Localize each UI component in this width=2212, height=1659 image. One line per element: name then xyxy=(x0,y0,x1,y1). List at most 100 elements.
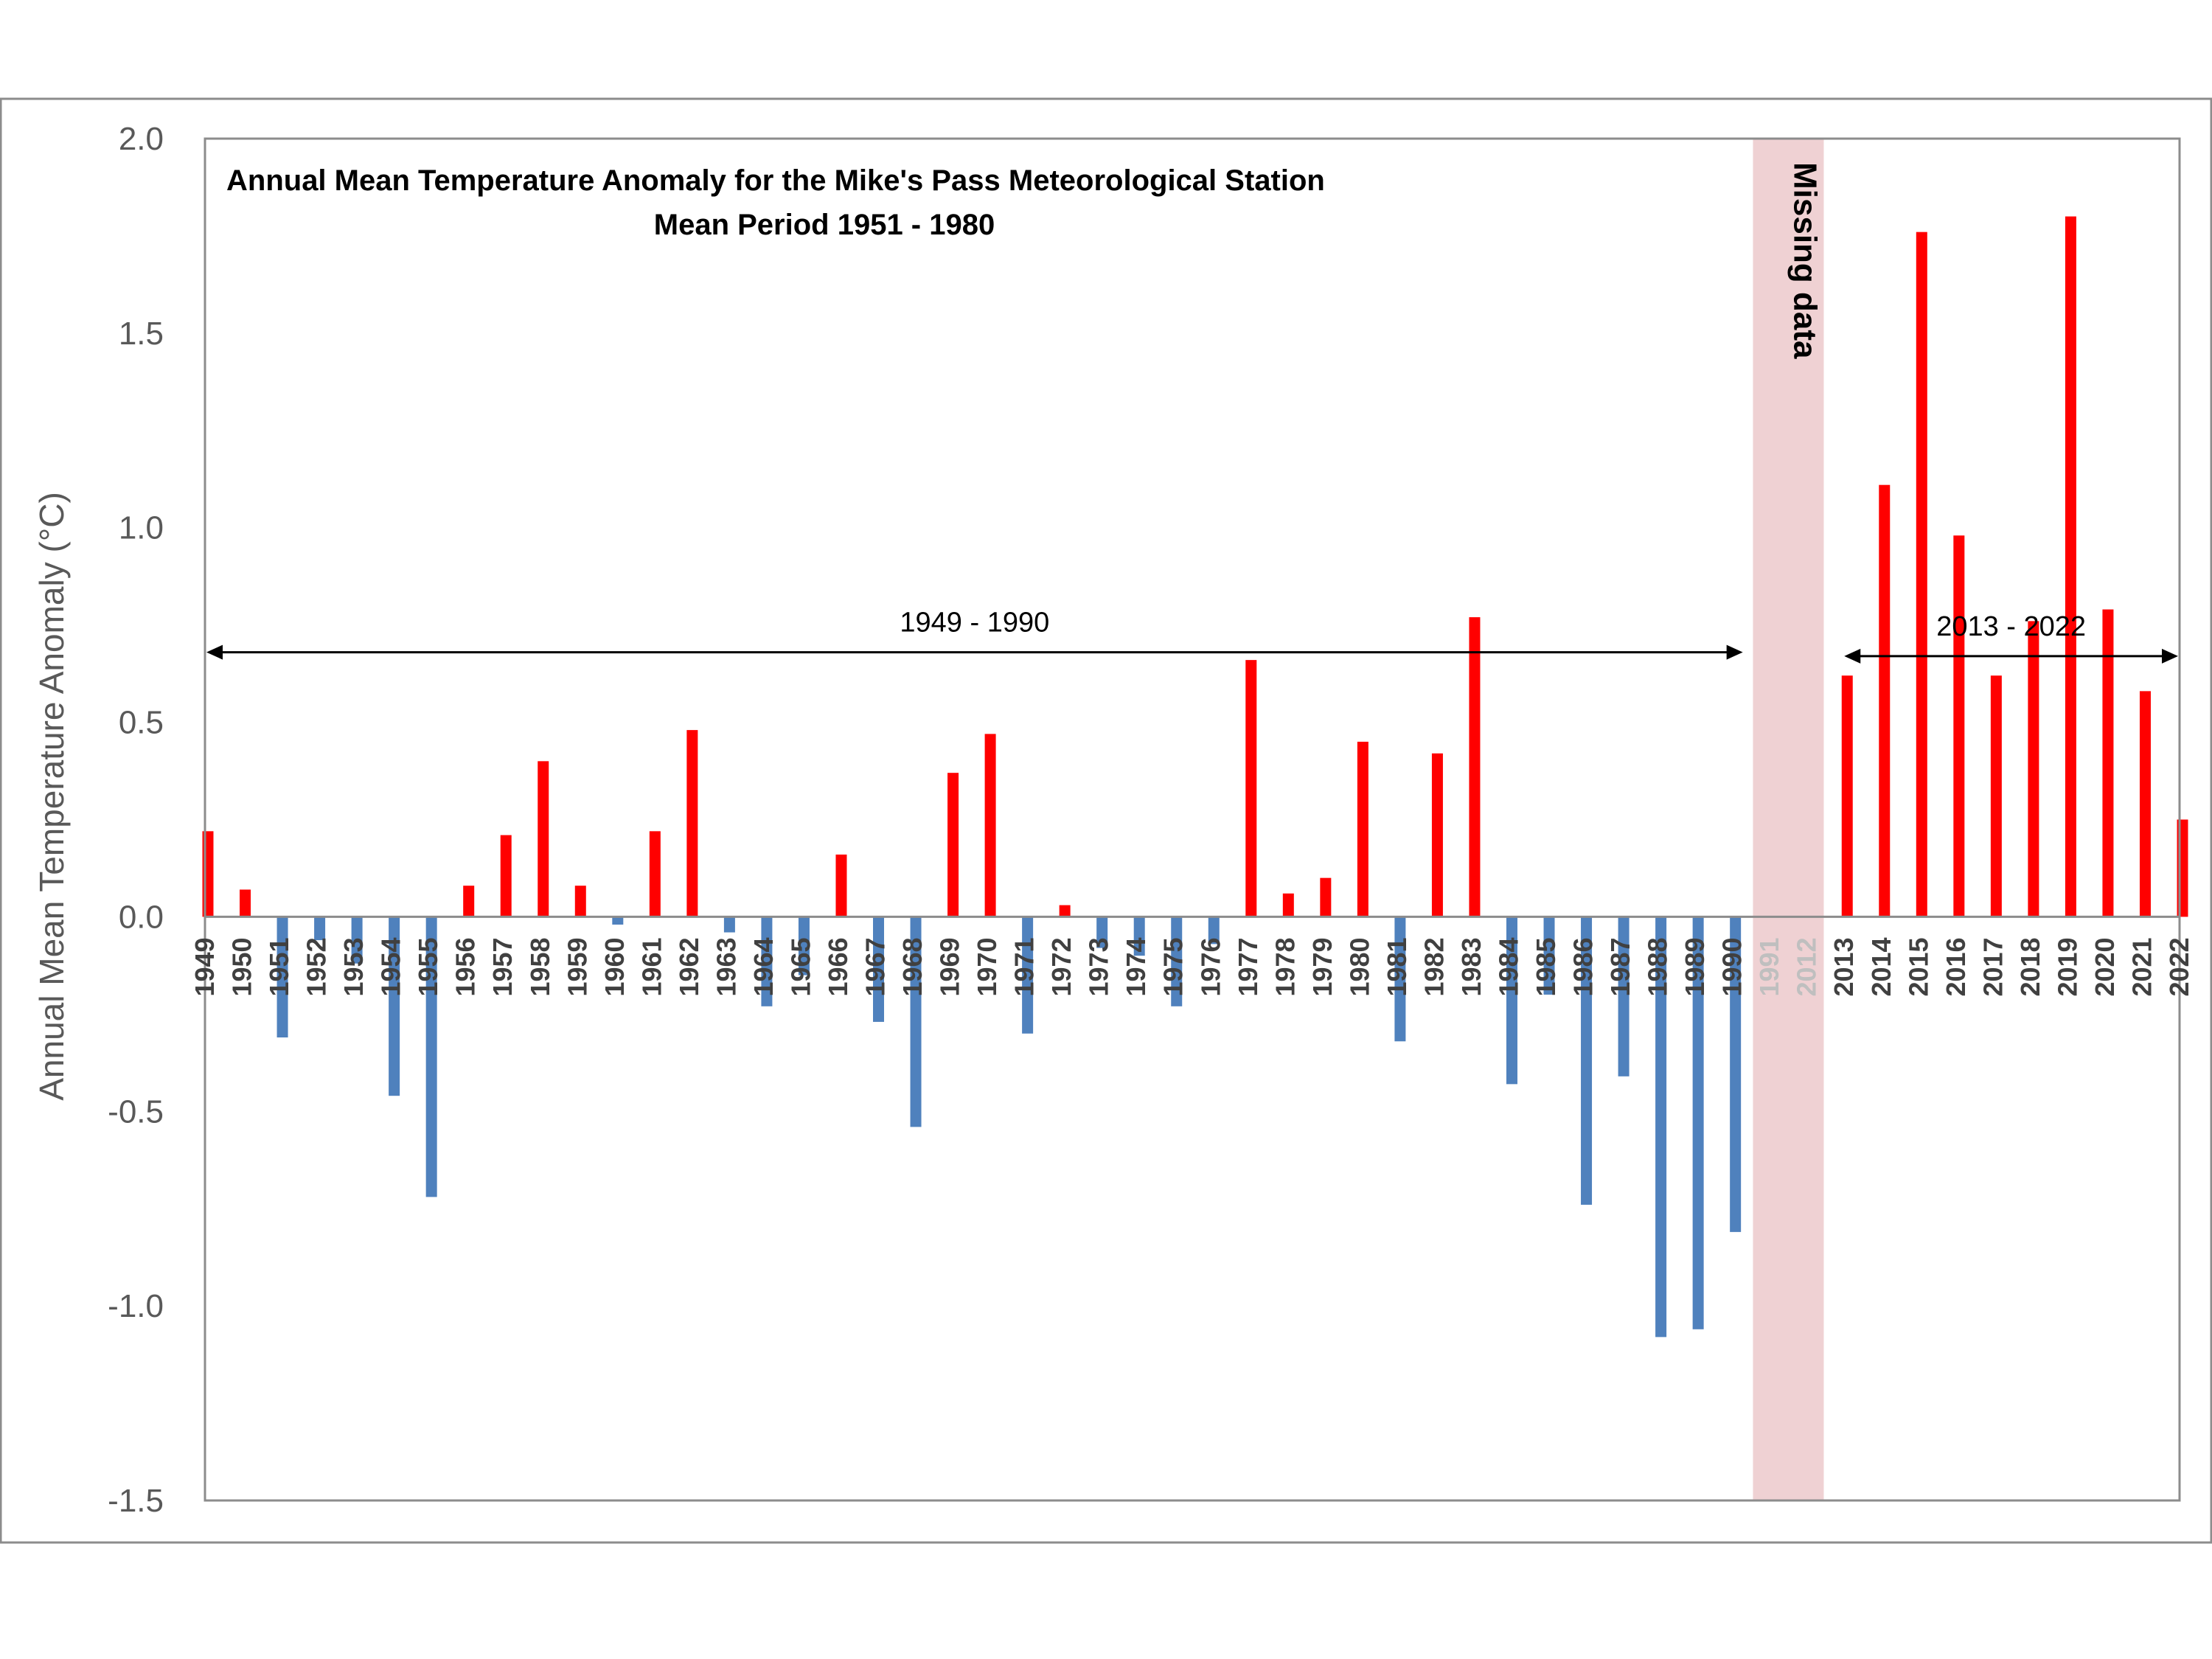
bar-1977 xyxy=(1245,660,1257,917)
bar-1964 xyxy=(761,917,773,1006)
bar-2015 xyxy=(1916,232,1927,917)
bar-1974 xyxy=(1133,917,1145,956)
x-category-label: 1953 xyxy=(338,937,369,996)
bar-1963 xyxy=(723,917,735,933)
x-category-label: 2015 xyxy=(1903,937,1933,996)
x-category-label: 1972 xyxy=(1046,937,1077,996)
bar-1984 xyxy=(1506,917,1517,1085)
x-category-label: 1952 xyxy=(302,937,332,996)
y-tick-label: -1.0 xyxy=(108,1288,164,1324)
bar-1968 xyxy=(910,917,922,1127)
x-category-label: 2013 xyxy=(1829,937,1859,996)
annotation-arrowhead-left xyxy=(206,644,223,660)
x-category-label: 1967 xyxy=(860,937,891,996)
x-category-label: 1984 xyxy=(1493,937,1523,996)
x-category-label: 1989 xyxy=(1680,937,1710,996)
x-category-label: 1949 xyxy=(189,937,220,996)
bar-1952 xyxy=(314,917,326,941)
bar-2014 xyxy=(1879,484,1891,917)
bar-1967 xyxy=(873,917,885,1022)
x-category-label: 1960 xyxy=(599,937,630,996)
x-category-label: 1979 xyxy=(1307,937,1338,996)
x-category-label: 1987 xyxy=(1605,937,1635,996)
x-category-label: 1966 xyxy=(823,937,853,996)
bar-1956 xyxy=(463,886,475,917)
x-category-label: 1964 xyxy=(748,937,779,996)
bar-1951 xyxy=(276,917,288,1038)
x-category-label: 1958 xyxy=(525,937,555,996)
bar-1961 xyxy=(649,831,661,917)
bar-2021 xyxy=(2139,691,2151,917)
bar-1982 xyxy=(1431,753,1443,917)
x-category-label: 1956 xyxy=(451,937,481,996)
annotation-arrowhead-right xyxy=(1726,644,1743,660)
x-category-label: 1961 xyxy=(636,937,667,996)
x-category-label: 1982 xyxy=(1419,937,1449,996)
x-category-label: 2018 xyxy=(2015,937,2045,996)
bar-1969 xyxy=(947,773,959,917)
bar-1962 xyxy=(686,730,698,917)
x-category-label: 1970 xyxy=(972,937,1002,996)
bar-1966 xyxy=(835,854,847,917)
bar-1978 xyxy=(1282,893,1294,917)
x-category-label: 1950 xyxy=(227,937,257,996)
bar-2018 xyxy=(2028,621,2039,917)
annotation-arrowhead-right xyxy=(2162,648,2178,664)
chart-title: Annual Mean Temperature Anomaly for the … xyxy=(226,164,1325,197)
x-category-label: 1973 xyxy=(1084,937,1114,996)
bar-1957 xyxy=(500,835,512,917)
x-category-label: 1981 xyxy=(1382,937,1412,996)
x-category-label: 1954 xyxy=(376,937,406,996)
y-tick-label: 1.5 xyxy=(119,316,164,352)
x-category-label: 2012 xyxy=(1792,937,1822,996)
period-annotations: 1949 - 1990 2013 - 2022 xyxy=(206,608,2178,664)
x-category-label: 1955 xyxy=(413,937,443,996)
annotation-label: 2013 - 2022 xyxy=(1936,611,2086,642)
y-tick-label: 2.0 xyxy=(119,121,164,157)
y-axis-ticks: 2.0 1.5 1.0 0.5 0.0 -0.5 -1.0 -1.5 xyxy=(108,121,164,1519)
x-category-label: 2021 xyxy=(2126,937,2157,996)
bar-1987 xyxy=(1618,917,1630,1077)
x-axis-category-labels: 1949 1950 1951 1952 1953 1954 1955 1956 1957 1958… xyxy=(189,937,2194,996)
x-category-label: 1988 xyxy=(1643,937,1673,996)
bar-2016 xyxy=(1953,535,1965,917)
y-axis-label: Annual Mean Temperature Anomaly (°C) xyxy=(32,492,71,1101)
x-category-label: 1965 xyxy=(785,937,815,996)
bar-1985 xyxy=(1543,917,1555,995)
x-category-label: 1976 xyxy=(1195,937,1225,996)
bar-1960 xyxy=(612,917,624,925)
bar-1976 xyxy=(1208,917,1220,945)
x-category-label: 1963 xyxy=(711,937,741,996)
bar-1973 xyxy=(1096,917,1108,948)
annotation-label: 1949 - 1990 xyxy=(900,608,1049,639)
y-tick-label: -0.5 xyxy=(108,1093,164,1130)
x-category-label: 1962 xyxy=(674,937,704,996)
bar-1953 xyxy=(351,917,363,964)
bar-1983 xyxy=(1469,617,1481,917)
bar-1980 xyxy=(1357,741,1368,917)
bar-1981 xyxy=(1394,917,1406,1042)
x-category-label: 1977 xyxy=(1233,937,1263,996)
annotation-arrowhead-left xyxy=(1844,648,1861,664)
bar-1958 xyxy=(538,761,549,917)
x-category-label: 1980 xyxy=(1344,937,1374,996)
x-category-label: 2019 xyxy=(2052,937,2082,996)
y-tick-label: 1.0 xyxy=(119,510,164,546)
bar-1950 xyxy=(240,889,251,917)
bar-2019 xyxy=(2065,216,2076,917)
x-category-label: 1974 xyxy=(1121,937,1151,996)
x-category-label: 1969 xyxy=(935,937,965,996)
x-category-label: 1971 xyxy=(1009,937,1040,996)
x-category-label: 1975 xyxy=(1158,937,1189,996)
x-category-label: 1978 xyxy=(1270,937,1300,996)
y-tick-label: 0.5 xyxy=(119,705,164,741)
x-category-label: 1986 xyxy=(1568,937,1599,996)
x-category-label: 2017 xyxy=(1978,937,2008,996)
bar-1965 xyxy=(798,917,810,975)
bar-1975 xyxy=(1171,917,1183,1006)
bar-1970 xyxy=(984,734,996,917)
x-category-label: 1968 xyxy=(897,937,928,996)
x-category-label: 1990 xyxy=(1717,937,1747,996)
x-category-label: 2016 xyxy=(1941,937,1971,996)
